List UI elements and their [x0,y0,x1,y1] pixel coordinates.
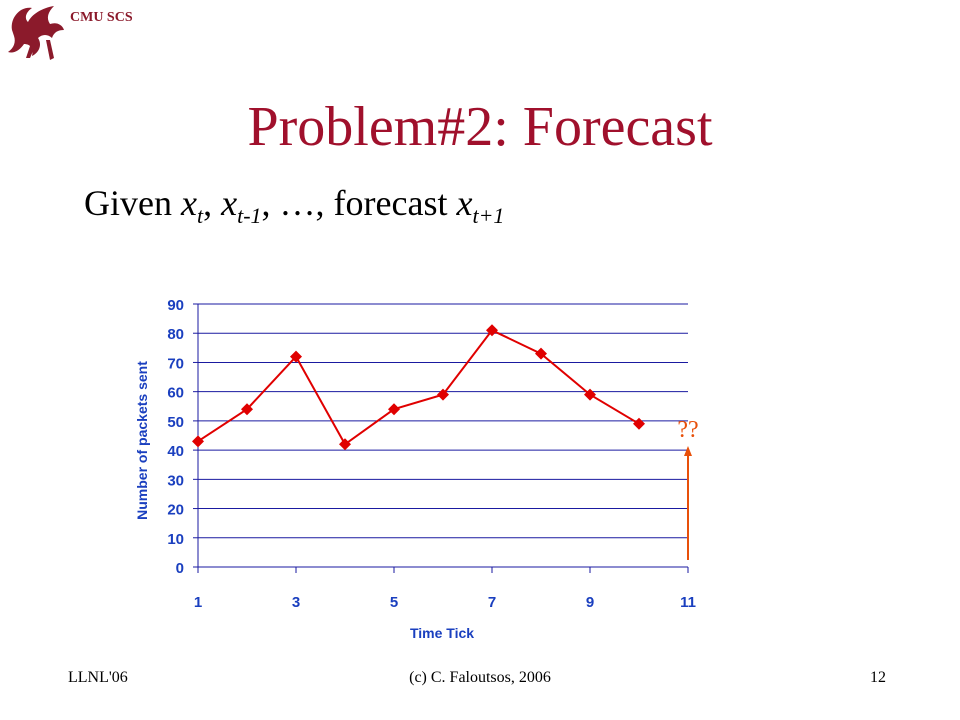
dragon-logo [8,6,64,60]
slide-title: Problem#2: Forecast [247,96,713,158]
subtitle-given: Given [84,183,181,223]
x-tick-label: 7 [488,594,496,611]
forecast-question-label: ?? [677,417,698,443]
y-tick-label: 20 [167,502,184,519]
y-tick-label: 80 [167,326,184,343]
y-tick-label: 0 [176,560,184,577]
y-tick-label: 60 [167,385,184,402]
footer-page-number: 12 [870,669,886,686]
x-tick-label: 3 [292,594,300,611]
subtitle-x-t-plus-1: x [456,183,473,223]
y-tick-label: 70 [167,355,184,372]
x-tick-label: 5 [390,594,398,611]
data-point [584,388,596,401]
subtitle-sep-1: , [203,183,222,223]
data-point [486,324,498,337]
forecast-arrow-head [684,446,692,456]
org-label: CMU SCS [70,10,133,25]
data-point [192,435,204,448]
y-tick-label: 90 [167,297,184,314]
data-point [388,403,400,416]
data-point [633,417,645,430]
y-tick-label: 40 [167,443,184,460]
x-axis-label: Time Tick [410,625,474,641]
data-point [241,403,253,416]
y-tick-label: 10 [167,531,184,548]
y-tick-label: 30 [167,472,184,489]
subtitle-sub-t: t [196,203,204,228]
data-point [437,388,449,401]
series-line [197,329,640,446]
y-tick-label: 50 [167,414,184,431]
x-tick-label: 9 [586,594,594,611]
footer-left: LLNL'06 [68,669,128,686]
data-point [535,347,547,360]
y-axis-label: Number of packets sent [134,361,150,520]
subtitle-x-t-minus-1: x [221,183,238,223]
x-tick-label: 1 [194,594,202,611]
x-tick-label: 11 [680,594,696,611]
subtitle-x-t: x [180,183,197,223]
subtitle-sub-t-plus-1: t+1 [472,203,505,228]
footer-center: (c) C. Faloutsos, 2006 [409,669,551,686]
subtitle-sep-2: , …, forecast [261,183,457,223]
subtitle-sub-t-minus-1: t-1 [237,203,262,228]
data-point [339,438,351,451]
data-point [290,350,302,363]
slide-subtitle: Given xt, xt-1, …, forecast xt+1 [84,182,504,229]
